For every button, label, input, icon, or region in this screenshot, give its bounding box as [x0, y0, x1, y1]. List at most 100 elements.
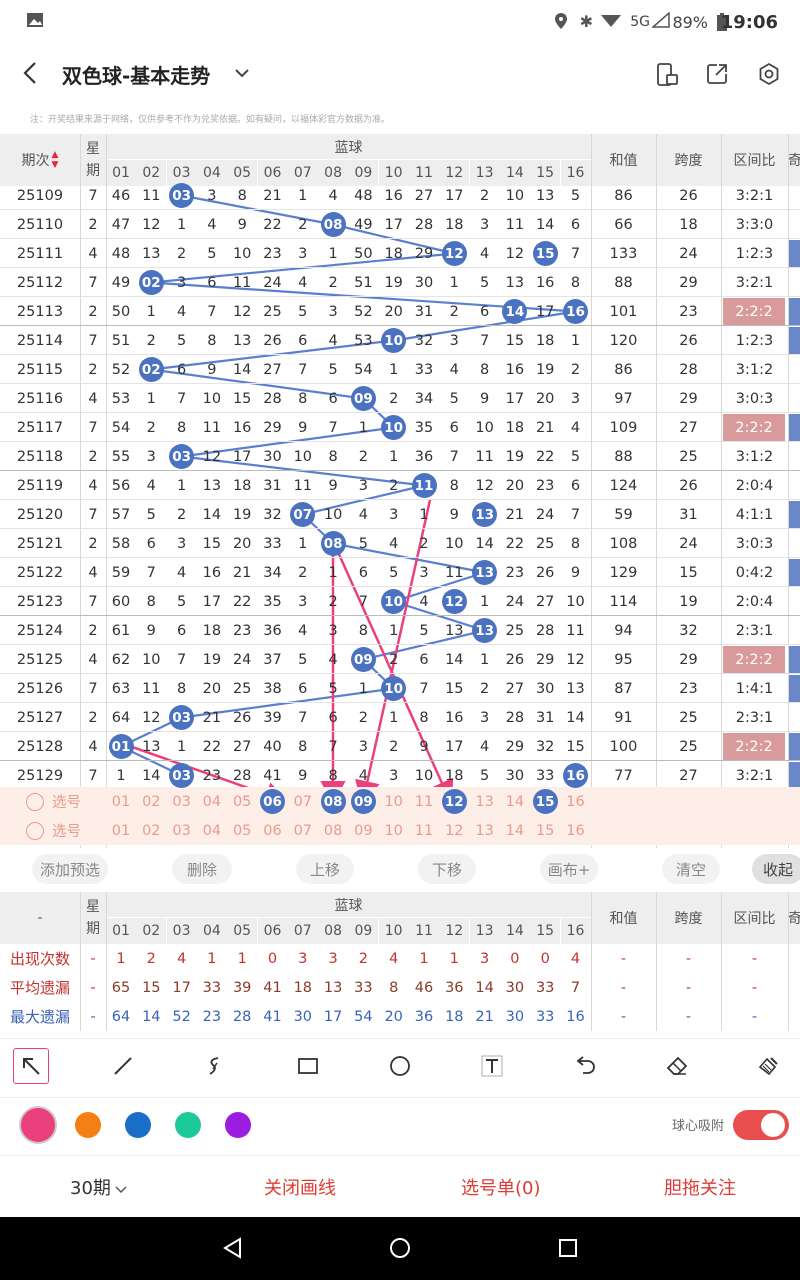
phone-orientation-icon[interactable]	[655, 62, 679, 92]
eraser-icon[interactable]	[659, 1048, 695, 1084]
move-up-button[interactable]: 上移	[296, 854, 354, 884]
blue-ball[interactable]: 08	[320, 212, 346, 237]
select-number[interactable]: 04	[202, 793, 222, 810]
blue-ball[interactable]: 10	[381, 676, 407, 701]
blue-ball[interactable]: 16	[563, 299, 588, 324]
snap-toggle[interactable]	[733, 1110, 789, 1140]
blue-ball[interactable]: 03	[169, 183, 195, 208]
blue-ball[interactable]: 09	[350, 386, 376, 411]
home-nav-icon[interactable]	[389, 1237, 411, 1263]
select-label[interactable]: 选号	[26, 816, 81, 845]
move-down-button[interactable]: 下移	[418, 854, 476, 884]
color-swatch-green[interactable]	[175, 1112, 201, 1138]
blue-ball[interactable]: 10	[381, 589, 407, 614]
col-divider	[721, 134, 722, 848]
select-number[interactable]: 16	[566, 793, 585, 810]
blue-ball[interactable]: 10	[381, 328, 407, 353]
selected-ball[interactable]: 12	[441, 789, 467, 814]
pointer-arrow-icon[interactable]	[13, 1048, 49, 1084]
blue-ball[interactable]: 10	[381, 415, 407, 440]
select-number[interactable]: 11	[414, 793, 434, 810]
close-drawing-button[interactable]: 关闭画线	[264, 1178, 336, 1199]
add-preselect-button[interactable]: 添加预选	[32, 854, 108, 884]
select-number[interactable]: 12	[445, 822, 464, 839]
color-swatch-orange[interactable]	[75, 1112, 101, 1138]
blue-ball[interactable]: 09	[350, 647, 376, 672]
select-number[interactable]: 04	[202, 822, 222, 839]
selected-ball[interactable]: 08	[320, 789, 346, 814]
select-number[interactable]: 10	[384, 822, 403, 839]
blue-ball[interactable]: 03	[169, 763, 195, 788]
pick-list-button[interactable]: 选号单(0)	[461, 1178, 541, 1199]
recents-nav-icon[interactable]	[558, 1238, 578, 1262]
collapse-button[interactable]: 收起	[752, 854, 800, 884]
col-divider	[80, 892, 81, 1031]
select-number[interactable]: 03	[172, 793, 191, 810]
settings-icon[interactable]	[757, 62, 781, 90]
select-number[interactable]: 02	[142, 822, 161, 839]
select-number[interactable]: 10	[384, 793, 403, 810]
blue-ball[interactable]: 03	[169, 705, 195, 730]
blue-ball[interactable]: 02	[138, 357, 164, 382]
blue-ball[interactable]: 12	[441, 241, 467, 266]
selected-ball[interactable]: 15	[532, 789, 558, 814]
select-number[interactable]: 06	[263, 822, 282, 839]
back-icon[interactable]	[20, 60, 40, 90]
select-number[interactable]: 02	[142, 793, 161, 810]
select-number[interactable]: 09	[354, 822, 373, 839]
color-swatch-blue[interactable]	[125, 1112, 151, 1138]
select-label[interactable]: 选号	[26, 787, 81, 816]
selected-ball[interactable]: 06	[260, 789, 285, 814]
select-number[interactable]: 07	[293, 822, 313, 839]
canvas-button[interactable]: 画布+	[540, 854, 598, 884]
select-number[interactable]: 08	[323, 822, 343, 839]
miss-cell: 17	[445, 738, 464, 755]
select-number[interactable]: 03	[172, 822, 191, 839]
chevron-down-icon[interactable]	[234, 64, 250, 83]
blue-ball[interactable]: 02	[138, 270, 164, 295]
select-number[interactable]: 14	[505, 822, 525, 839]
blue-ball[interactable]: 08	[320, 531, 346, 556]
select-number[interactable]: 07	[293, 793, 313, 810]
select-number[interactable]: 11	[414, 822, 434, 839]
follow-button[interactable]: 胆拖关注	[664, 1178, 736, 1199]
blue-ball[interactable]: 13	[472, 502, 498, 527]
rectangle-tool-icon[interactable]	[290, 1048, 326, 1084]
back-nav-icon[interactable]	[222, 1237, 244, 1263]
chevron-down-icon[interactable]	[114, 1180, 128, 1199]
blue-ball[interactable]: 11	[411, 473, 437, 498]
select-number[interactable]: 16	[566, 822, 585, 839]
select-number[interactable]: 14	[505, 793, 525, 810]
page-title[interactable]: 双色球-基本走势	[62, 64, 211, 88]
select-number[interactable]: 05	[232, 822, 252, 839]
select-number[interactable]: 01	[111, 822, 131, 839]
share-icon[interactable]	[705, 62, 729, 90]
selected-ball[interactable]: 09	[350, 789, 376, 814]
freehand-tool-icon[interactable]	[197, 1048, 233, 1084]
select-number[interactable]: 13	[475, 822, 494, 839]
color-swatch-purple[interactable]	[225, 1112, 251, 1138]
blue-ball[interactable]: 14	[502, 299, 528, 324]
period-selector[interactable]: 30期	[70, 1178, 111, 1199]
delete-button[interactable]: 删除	[172, 854, 232, 884]
select-number[interactable]: 15	[535, 822, 555, 839]
blue-ball[interactable]: 01	[108, 734, 134, 759]
brush-clear-icon[interactable]	[751, 1048, 787, 1084]
color-swatch-pink[interactable]	[19, 1106, 57, 1144]
circle-tool-icon[interactable]	[382, 1048, 418, 1084]
undo-icon[interactable]	[567, 1048, 603, 1084]
select-number[interactable]: 05	[232, 793, 252, 810]
select-number[interactable]: 01	[111, 793, 131, 810]
blue-ball[interactable]: 13	[472, 560, 498, 585]
blue-ball[interactable]: 03	[169, 444, 195, 469]
text-tool-icon[interactable]	[474, 1048, 510, 1084]
blue-ball[interactable]: 07	[290, 502, 316, 527]
blue-ball[interactable]: 16	[563, 763, 588, 788]
line-tool-icon[interactable]	[105, 1048, 141, 1084]
blue-ball[interactable]: 15	[532, 241, 558, 266]
blue-ball[interactable]: 12	[441, 589, 467, 614]
header-period[interactable]: 期次 ▲ ▼	[0, 134, 80, 186]
select-number[interactable]: 13	[475, 793, 494, 810]
clear-button[interactable]: 清空	[662, 854, 720, 884]
blue-ball[interactable]: 13	[472, 618, 498, 643]
